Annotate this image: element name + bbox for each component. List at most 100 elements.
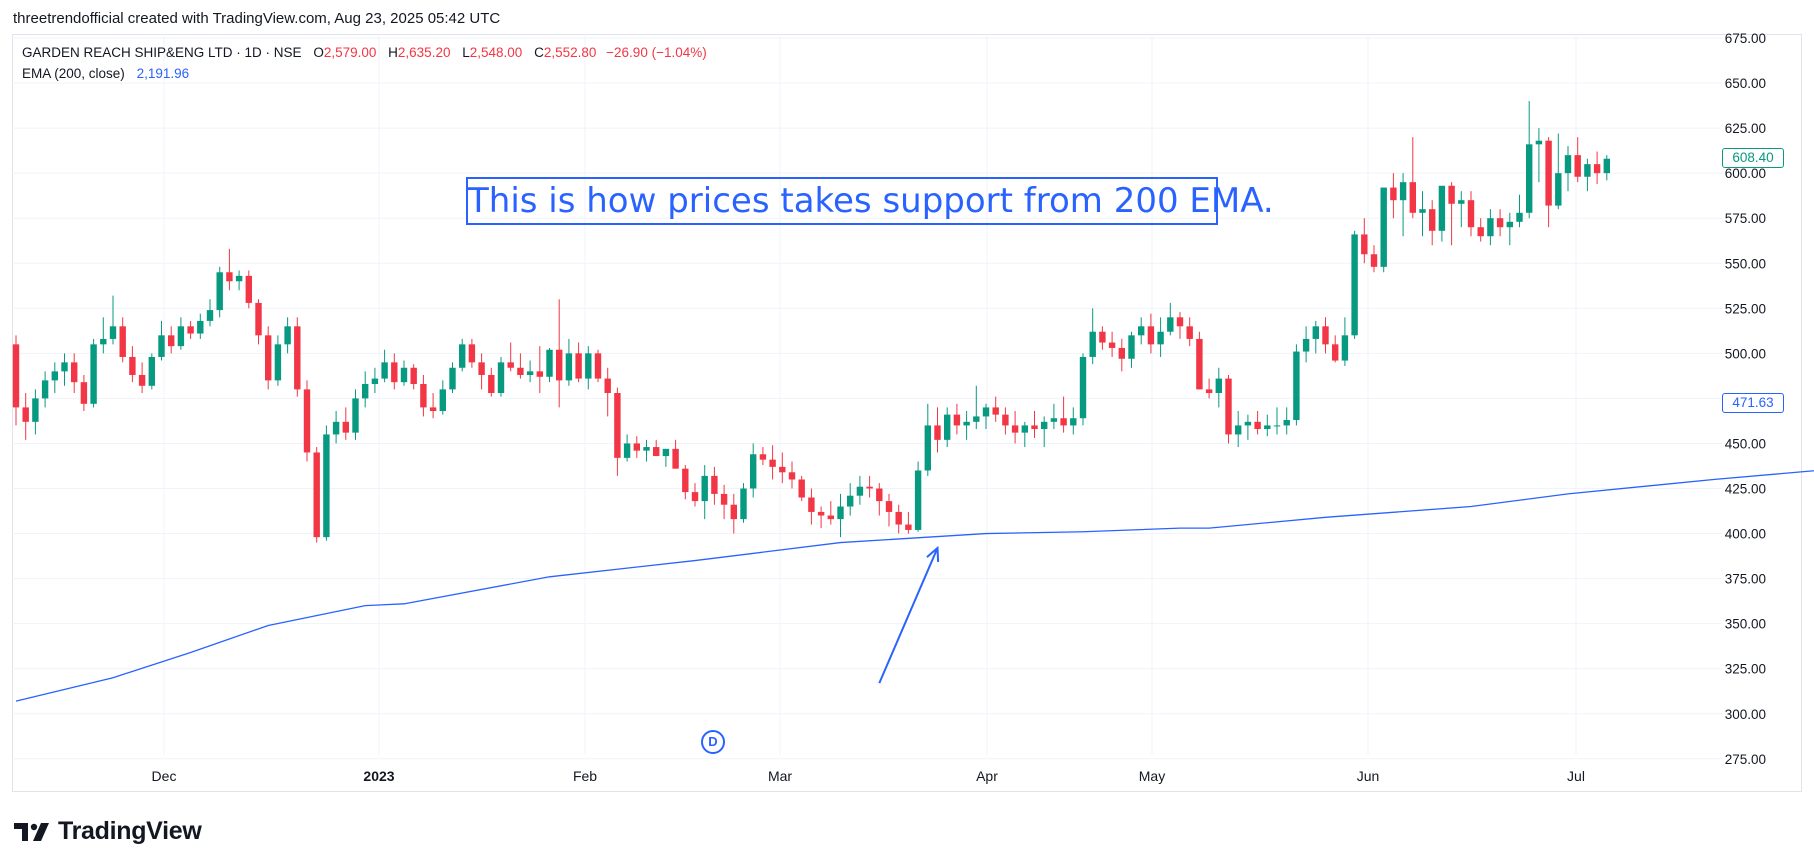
candle-body [1593, 164, 1601, 174]
annotation-text-box[interactable]: This is how prices takes support from 20… [466, 177, 1274, 225]
candle-body [1099, 331, 1106, 343]
candle-body [885, 501, 893, 512]
candle-body [691, 492, 699, 502]
candle-body [740, 488, 747, 520]
symbol-name[interactable]: GARDEN REACH SHIP&ENG LTD · 1D · NSE [22, 45, 302, 60]
candle [614, 387, 621, 476]
tradingview-logo-icon [14, 822, 49, 841]
candle-body [1399, 182, 1407, 201]
candle [51, 362, 58, 393]
price-tick-label: 325.00 [1725, 662, 1766, 677]
candle-body [129, 356, 136, 375]
high-number: 2,635.20 [397, 45, 451, 60]
candle-body [546, 349, 553, 377]
dividend-marker-icon[interactable]: D [701, 730, 725, 754]
chart-credit: threetrendofficial created with TradingV… [13, 10, 501, 27]
price-tick-label: 375.00 [1725, 572, 1766, 587]
candle-body [119, 326, 126, 357]
candle [1254, 411, 1261, 435]
candle [672, 439, 679, 469]
candle-body [565, 353, 573, 381]
candle [245, 270, 252, 309]
candle [1302, 326, 1310, 363]
price-tick-label: 675.00 [1725, 31, 1766, 46]
candle-body [22, 407, 29, 422]
candle-body [1157, 331, 1164, 345]
candle [488, 367, 495, 397]
candle [682, 465, 689, 500]
candle [575, 342, 582, 383]
candle-body [556, 349, 563, 381]
candle [750, 443, 757, 498]
candle-body [100, 338, 107, 345]
candle [1351, 230, 1358, 339]
candle [507, 342, 514, 372]
candle-body [1225, 378, 1232, 435]
ema-legend[interactable]: EMA (200, close) 2,191.96 [22, 66, 189, 81]
candle-body [51, 371, 58, 381]
close-label: C [534, 45, 544, 60]
candle-body [61, 362, 68, 372]
candle-body [1341, 335, 1349, 361]
candle [788, 461, 796, 489]
candle-body [158, 335, 165, 357]
candle-body [109, 326, 117, 339]
candle [22, 392, 29, 440]
candle-body [1361, 234, 1368, 255]
candle-body [1409, 182, 1416, 213]
candle-body [168, 335, 175, 347]
tradingview-brand[interactable]: TradingView [14, 817, 202, 846]
candle-body [604, 378, 611, 393]
candle-body [798, 479, 805, 498]
candle-body [1302, 338, 1310, 352]
ema-value: 2,191.96 [136, 66, 190, 81]
candle [439, 380, 446, 415]
candle-body [1467, 200, 1475, 228]
candle-body [439, 389, 446, 412]
candle [226, 248, 233, 291]
candle [1264, 414, 1271, 437]
candle-body [672, 448, 679, 469]
candle-body [420, 383, 427, 408]
time-tick-label: Dec [152, 768, 177, 784]
candle-body [1264, 425, 1271, 430]
candle-body [633, 443, 640, 451]
candle [546, 347, 553, 383]
ema-label: EMA (200, close) [22, 66, 125, 81]
price-tick-label: 425.00 [1725, 482, 1766, 497]
candle-body [653, 447, 660, 457]
time-tick-label: May [1139, 768, 1165, 784]
candle [410, 364, 417, 390]
candle-body [177, 326, 185, 347]
candle-body [1108, 342, 1116, 348]
candle [284, 317, 291, 354]
candle [1157, 317, 1164, 357]
candle [1361, 218, 1368, 264]
brand-name: TradingView [58, 817, 202, 845]
candle [1215, 367, 1222, 408]
candle [12, 335, 20, 426]
candle-body [497, 362, 505, 393]
candle [1225, 374, 1232, 444]
candle [342, 407, 349, 440]
candle-body [1060, 418, 1067, 426]
candle [197, 313, 204, 339]
candle [1526, 101, 1533, 219]
open-value: O2,579.00 [313, 45, 376, 60]
candle-body [303, 389, 311, 453]
candle-body [1196, 338, 1203, 390]
candle-body [1070, 418, 1077, 426]
candle [478, 353, 485, 390]
candle-body [662, 448, 670, 457]
candle-body [342, 421, 349, 433]
low-value: L2,548.00 [462, 45, 522, 60]
candle-body [536, 371, 543, 377]
candle [924, 403, 931, 476]
candle-body [837, 506, 844, 520]
candle-body [1002, 414, 1009, 426]
price-tick-label: 600.00 [1725, 166, 1766, 181]
candle [371, 367, 379, 393]
close-number: 2,552.80 [543, 45, 597, 60]
candle [1574, 137, 1581, 183]
